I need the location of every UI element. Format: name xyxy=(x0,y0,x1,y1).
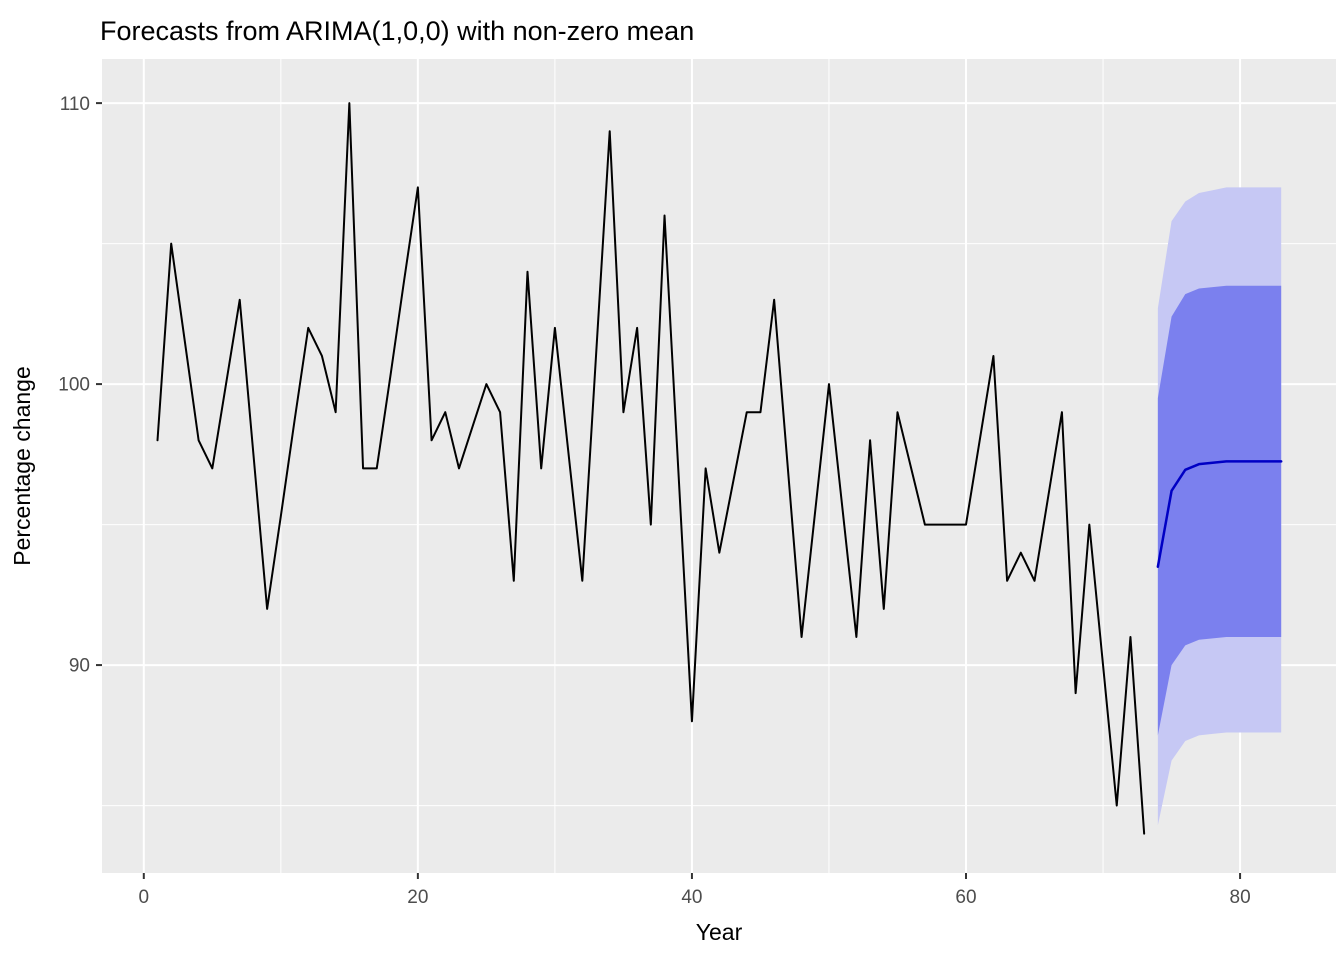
x-tick-label: 20 xyxy=(407,887,428,908)
x-tick-label: 40 xyxy=(681,887,702,908)
observed-series-line xyxy=(156,102,1146,835)
data-series xyxy=(156,102,1283,835)
forecast-mean-line xyxy=(1156,460,1283,568)
minor-gridlines xyxy=(102,59,1336,873)
prediction-interval-ribbons xyxy=(1157,187,1282,826)
x-tick-label: 60 xyxy=(955,887,976,908)
y-tick-label: 110 xyxy=(60,94,90,115)
y-tick-label: 100 xyxy=(58,375,90,396)
interval-80-ribbon xyxy=(1157,285,1282,736)
plot-panel xyxy=(102,59,1336,873)
y-tick-label: 90 xyxy=(69,656,90,677)
y-axis-title: Percentage change xyxy=(9,366,35,566)
x-tick-label: 80 xyxy=(1230,887,1251,908)
chart-title: Forecasts from ARIMA(1,0,0) with non-zer… xyxy=(100,16,694,46)
panel-background xyxy=(102,59,1336,873)
axes: 90 100 110 0 20 40 60 80 xyxy=(58,94,1250,908)
x-tick-label: 0 xyxy=(139,887,150,908)
x-axis-title: Year xyxy=(696,919,743,945)
